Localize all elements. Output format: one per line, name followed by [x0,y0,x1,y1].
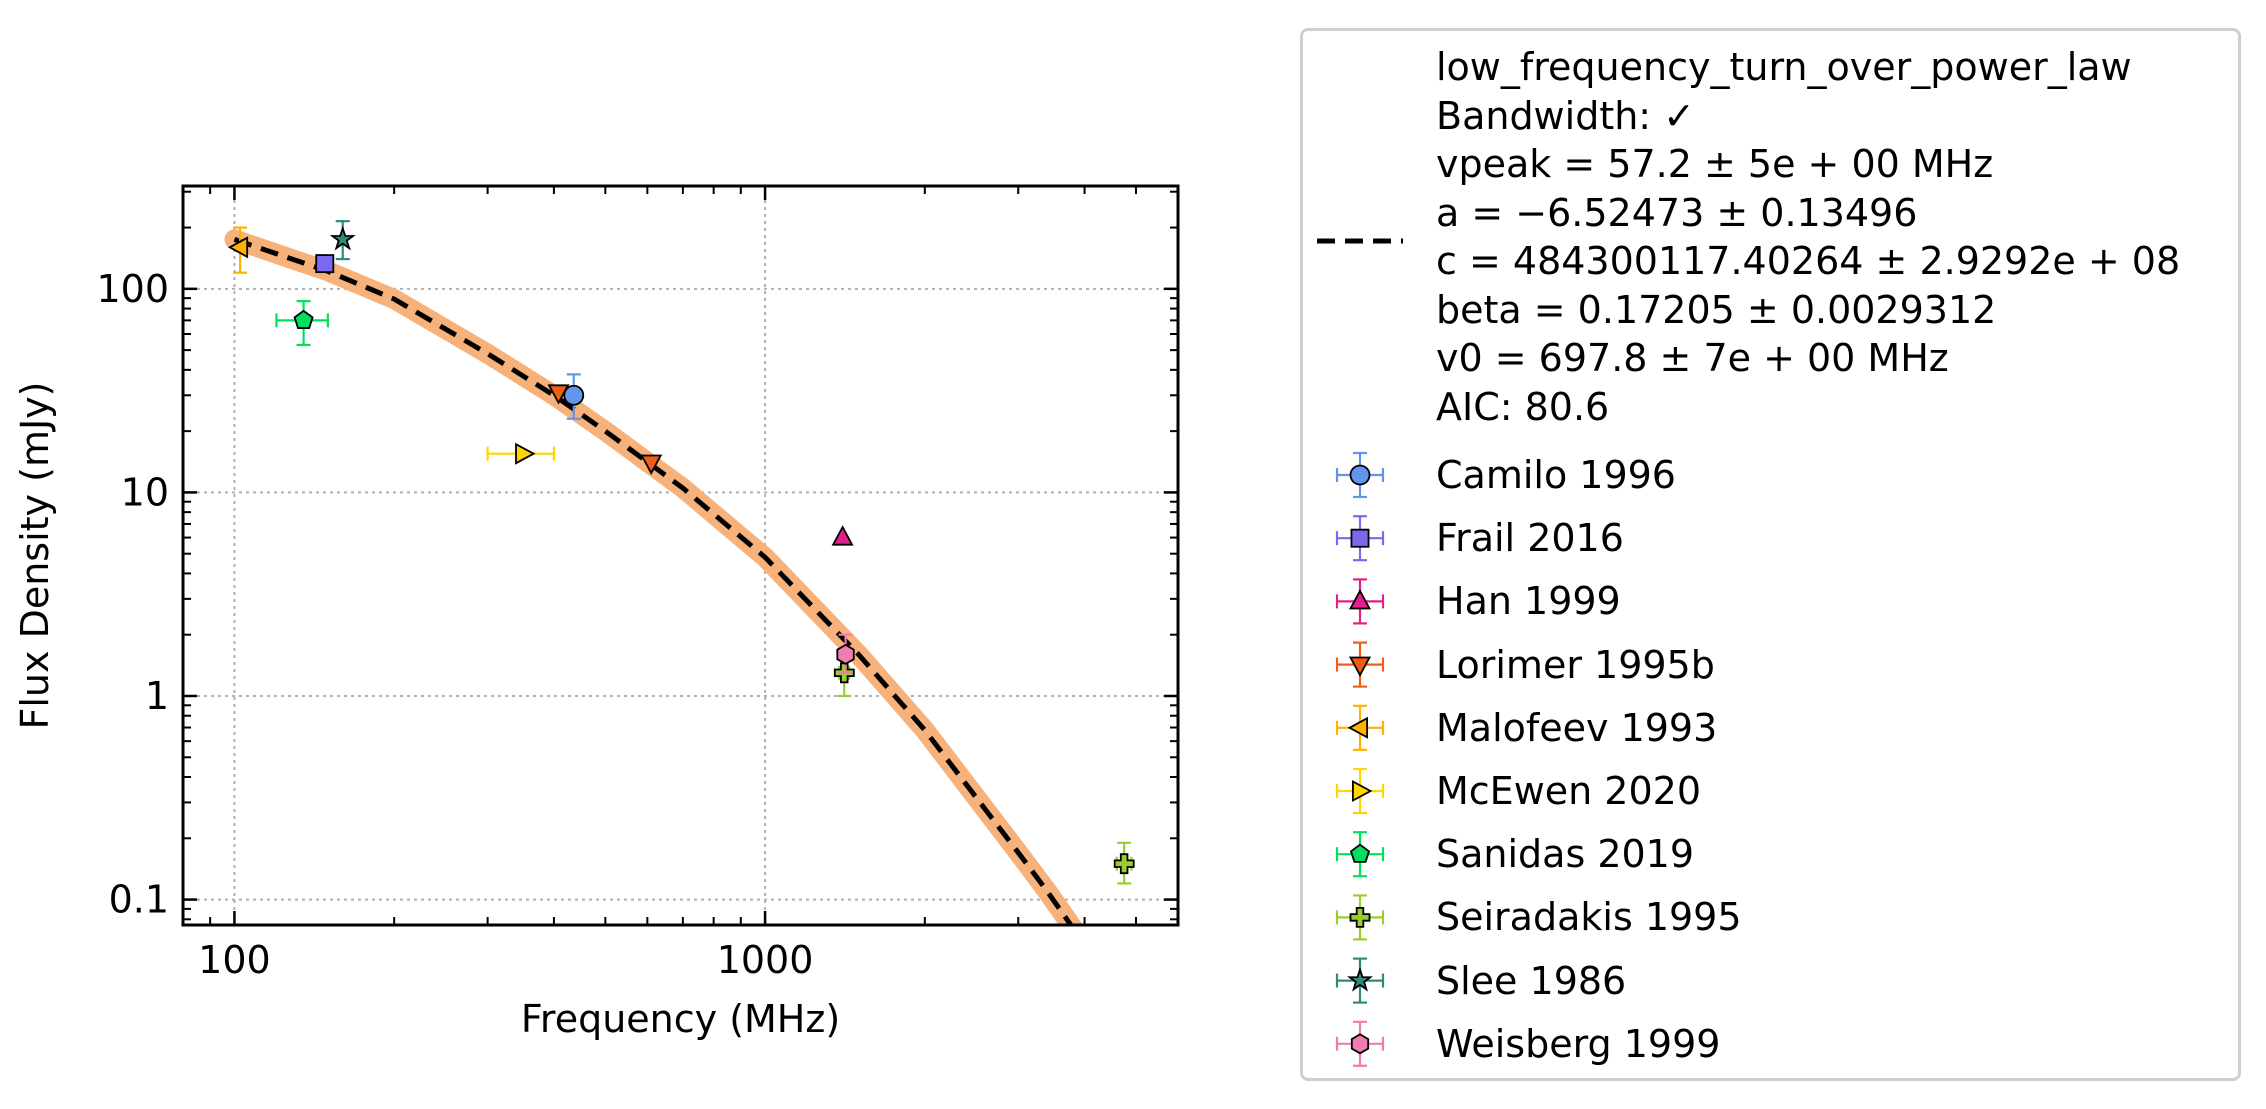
data-point [547,384,570,405]
fit-curve [233,237,1074,925]
marker [1113,853,1135,875]
legend-entry-label: Lorimer 1995b [1436,642,1715,687]
legend-marker [1350,1033,1370,1055]
grid [183,186,1178,925]
data-points [227,220,1135,885]
y-tick-label: 10 [121,470,169,514]
legend-entry-label: Weisberg 1999 [1436,1021,1721,1066]
legend-entry-label: Frail 2016 [1436,516,1624,561]
fit-label-line: low_frequency_turn_over_power_law [1436,45,2132,89]
legend-swatch [1335,515,1385,562]
fit-uncertainty-band [224,229,1084,925]
data-point [563,373,585,420]
data-point [329,220,356,261]
marker [640,454,663,475]
legend-marker [1348,589,1372,610]
x-axis-label: Frequency (MHz) [521,997,840,1041]
fit-legend-label: low_frequency_turn_over_power_law Bandwi… [1436,43,2180,431]
legend: low_frequency_turn_over_power_law Bandwi… [1300,28,2241,1081]
marker [315,254,335,274]
legend-swatch [1335,1020,1385,1067]
marker [563,384,585,406]
legend-swatch [1335,894,1385,941]
fit-label-line: AIC: 80.6 [1436,384,1610,429]
chart: 100 1000 0.1 1 10 100 Frequency (MHz) Flux De… [13,184,1180,1041]
marker [547,384,570,405]
y-tick-label: 100 [96,267,169,311]
legend-swatch [1335,641,1385,688]
fit-label-line: a = −6.52473 ± 0.13496 [1436,190,1918,235]
marker [515,442,536,465]
legend-swatch [1335,704,1385,751]
legend-entry-label: McEwen 2020 [1436,769,1702,813]
legend-swatch [1335,578,1385,625]
fit-label-line: Bandwidth: ✓ [1436,93,1696,138]
marker [293,309,314,330]
marker [836,643,855,665]
legend-marker [1349,843,1371,863]
axes-frame [181,184,1180,927]
legend-markers [1317,238,1403,1067]
fit-band [224,229,1084,925]
ticks: 100 1000 0.1 1 10 100 [96,186,1178,982]
fit-line [233,237,1074,925]
legend-marker [1347,716,1368,739]
marker [227,236,249,259]
legend-swatch [1335,767,1385,815]
fit-label-line: vpeak = 57.2 ± 5e + 00 MHz [1436,142,1994,186]
legend-entry-label: Camilo 1996 [1436,453,1676,497]
y-tick-label: 1 [145,674,169,718]
legend-marker [1349,907,1371,928]
y-tick-label: 0.1 [109,878,169,922]
legend-swatch [1335,831,1385,878]
data-point [486,442,556,465]
y-axis-label: Flux Density (mJy) [13,382,57,730]
legend-swatch [1335,957,1385,1004]
legend-entry-label: Malofeev 1993 [1436,705,1718,750]
legend-marker [1348,656,1372,677]
data-point [1113,841,1135,885]
legend-marker [1352,779,1373,803]
marker [329,225,356,251]
data-point [836,633,855,674]
legend-entry-label: Han 1999 [1436,579,1621,624]
x-tick-label: 1000 [717,938,814,982]
data-point [831,525,854,546]
legend-entry-label: Sanidas 2019 [1436,832,1695,877]
x-tick-label: 100 [198,938,271,982]
legend-marker [1346,966,1374,992]
data-point [315,254,335,274]
legend-marker [1349,464,1371,486]
data-point [640,454,663,475]
fit-label-line: c = 484300117.40264 ± 2.9292e + 08 [1436,239,2181,283]
fit-label-line: beta = 0.17205 ± 0.0029312 [1436,287,1997,332]
legend-entry-label: Seiradakis 1995 [1436,895,1742,940]
legend-swatch [1335,451,1385,499]
data-point [227,226,249,274]
legend-marker [1350,528,1370,548]
data-point [275,300,329,347]
fit-label-line: v0 = 697.8 ± 7e + 00 MHz [1436,336,1949,380]
marker [831,525,854,546]
legend-entry-label: Slee 1986 [1436,958,1627,1003]
